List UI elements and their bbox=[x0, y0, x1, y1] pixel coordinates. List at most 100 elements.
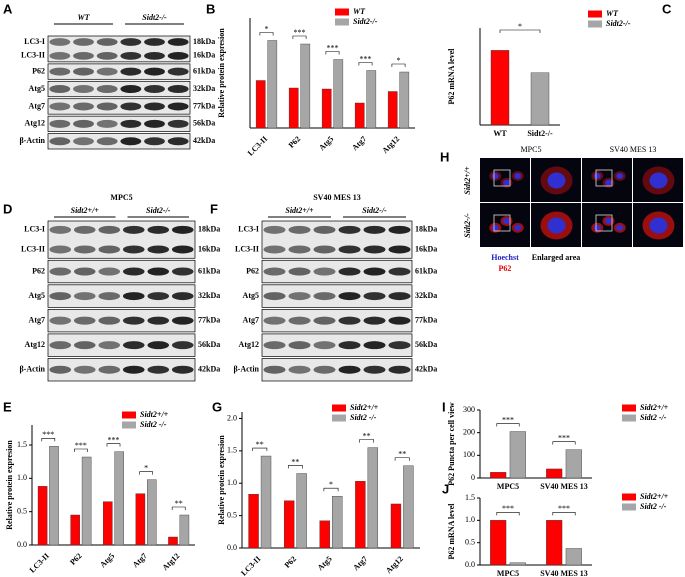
band bbox=[73, 85, 94, 94]
x-tick-label: Atg12 bbox=[380, 134, 401, 155]
band bbox=[388, 341, 411, 350]
panel-letter: E bbox=[3, 399, 12, 414]
kda-label: 77kDa bbox=[198, 315, 220, 324]
bar bbox=[300, 43, 311, 129]
bar bbox=[70, 514, 80, 546]
nucleus bbox=[491, 224, 499, 231]
bar bbox=[355, 481, 366, 549]
group-label: Sidt2-/- bbox=[362, 206, 387, 215]
bar bbox=[103, 501, 113, 546]
band bbox=[388, 225, 411, 234]
nucleus bbox=[491, 173, 499, 179]
band bbox=[122, 225, 145, 234]
band bbox=[313, 292, 336, 301]
x-tick-label: Atg12 bbox=[384, 554, 405, 575]
sig-label: *** bbox=[558, 433, 570, 442]
band bbox=[120, 38, 142, 46]
band bbox=[171, 225, 194, 234]
bar bbox=[168, 536, 178, 546]
y-tick-label: 1.5 bbox=[227, 446, 237, 455]
bar bbox=[114, 451, 124, 546]
panel-letter: H bbox=[440, 149, 449, 164]
bar bbox=[390, 503, 402, 549]
y-tick-label: 1.5 bbox=[465, 493, 475, 502]
bar bbox=[367, 447, 379, 549]
legend-label: Sidt2+/+ bbox=[640, 403, 669, 412]
y-axis-title: Relative protein expresion bbox=[5, 440, 14, 530]
y-tick-label: 2.0 bbox=[227, 413, 237, 422]
protein-label: Atg12 bbox=[25, 119, 45, 128]
nucleus bbox=[616, 173, 624, 179]
bar bbox=[490, 472, 507, 479]
bar bbox=[366, 70, 377, 129]
stain-label: Hoechst bbox=[491, 253, 519, 262]
blot-box bbox=[261, 333, 413, 357]
sig-label: *** bbox=[108, 435, 120, 444]
bar bbox=[509, 562, 526, 566]
enlarged-label: Enlarged area bbox=[532, 253, 581, 262]
zoom-box bbox=[493, 169, 511, 187]
band bbox=[338, 245, 361, 254]
nucleus bbox=[547, 217, 566, 234]
y-tick-label: 0.0 bbox=[17, 540, 27, 549]
band bbox=[167, 119, 189, 128]
nucleus bbox=[547, 172, 566, 189]
x-tick-label: MPC5 bbox=[497, 569, 519, 577]
kda-label: 61kDa bbox=[193, 66, 215, 75]
nucleus bbox=[593, 173, 601, 179]
sig-bracket bbox=[106, 443, 121, 447]
band bbox=[96, 85, 118, 94]
band bbox=[98, 341, 121, 350]
kda-label: 16kDa bbox=[193, 51, 215, 60]
sig-label: *** bbox=[42, 430, 54, 439]
protein-label: β-Actin bbox=[19, 365, 45, 374]
sig-bracket bbox=[259, 32, 274, 36]
band bbox=[147, 365, 170, 374]
sig-bracket bbox=[139, 471, 153, 475]
band bbox=[263, 365, 286, 374]
blot-title: MPC5 bbox=[110, 193, 132, 202]
legend-label: Sidt2+/+ bbox=[640, 492, 669, 501]
y-tick-label: 1.0 bbox=[465, 515, 475, 524]
band bbox=[338, 341, 361, 350]
band bbox=[144, 119, 165, 128]
sig-label: * bbox=[144, 463, 148, 472]
band bbox=[313, 365, 336, 374]
bar bbox=[403, 465, 414, 549]
band bbox=[49, 102, 71, 111]
band bbox=[49, 119, 71, 128]
band bbox=[96, 38, 118, 46]
band bbox=[73, 102, 94, 111]
bar bbox=[248, 494, 259, 549]
row-label: Sidt2+/+ bbox=[463, 166, 472, 195]
y-tick-label: 0 bbox=[471, 473, 475, 482]
band bbox=[167, 102, 189, 111]
band bbox=[49, 316, 72, 325]
sig-label: ** bbox=[398, 450, 406, 459]
nucleus bbox=[514, 224, 522, 231]
x-tick-label: P62 bbox=[68, 551, 83, 566]
panel-letter: I bbox=[442, 399, 446, 414]
protein-label: LC3-I bbox=[24, 37, 45, 46]
band bbox=[122, 267, 145, 276]
y-axis-title: Relative protein expresion bbox=[217, 435, 226, 525]
band bbox=[98, 245, 121, 254]
bar bbox=[255, 80, 266, 129]
band bbox=[147, 245, 170, 254]
sig-bracket bbox=[323, 487, 339, 492]
band bbox=[120, 67, 142, 76]
kda-label: 16kDa bbox=[198, 244, 220, 253]
bar bbox=[260, 455, 272, 549]
band bbox=[388, 292, 411, 301]
kda-label: 42kDa bbox=[193, 136, 215, 145]
band bbox=[120, 102, 142, 111]
y-tick-label: 300 bbox=[463, 405, 475, 414]
band bbox=[313, 316, 336, 325]
y-tick-label: 0.0 bbox=[465, 560, 475, 569]
band bbox=[73, 67, 94, 76]
legend-label: WT bbox=[353, 7, 366, 16]
kda-label: 56kDa bbox=[198, 340, 220, 349]
legend-swatch bbox=[588, 20, 602, 28]
sig-label: *** bbox=[327, 43, 339, 52]
band bbox=[98, 365, 121, 374]
